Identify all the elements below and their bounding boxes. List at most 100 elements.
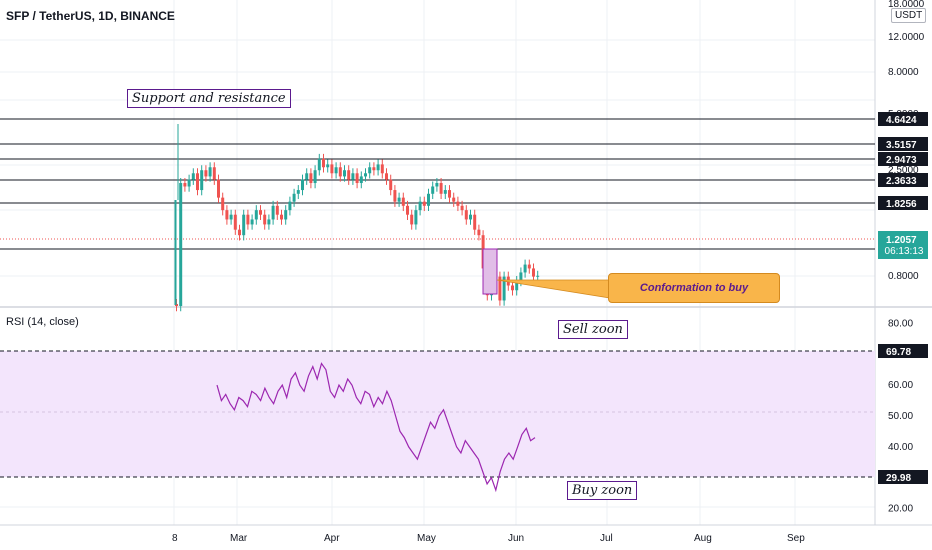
candle xyxy=(233,209,237,235)
candle xyxy=(347,165,351,185)
candle xyxy=(196,168,199,196)
sell-zone-note[interactable]: Sell zoon xyxy=(558,320,628,339)
level-label: 2.3633 xyxy=(886,176,917,187)
candle xyxy=(372,162,376,176)
candle xyxy=(523,259,527,278)
candle xyxy=(179,178,183,312)
candle xyxy=(406,200,409,220)
candle xyxy=(305,168,309,185)
candle xyxy=(288,196,292,216)
candle xyxy=(431,181,435,200)
candle xyxy=(511,280,514,296)
candle xyxy=(296,185,300,200)
conformation-callout[interactable]: Conformation to buy xyxy=(608,273,780,303)
candle xyxy=(477,224,481,241)
candle xyxy=(355,168,359,189)
candle xyxy=(322,153,325,173)
candle xyxy=(217,174,220,203)
level-badge xyxy=(878,137,928,151)
level-label: 4.6424 xyxy=(886,115,917,126)
candle xyxy=(527,259,531,274)
candle xyxy=(191,168,195,185)
candle xyxy=(389,174,393,196)
candle xyxy=(410,209,414,230)
candle xyxy=(368,162,372,179)
candle xyxy=(338,162,342,182)
candle xyxy=(439,178,443,200)
currency-badge[interactable]: USDT xyxy=(891,8,927,23)
candle xyxy=(473,209,477,235)
candle xyxy=(364,168,367,182)
candle xyxy=(238,224,241,241)
support-resistance-note[interactable]: Support and resistance xyxy=(127,89,291,108)
price-tick-label: 18.0000 xyxy=(888,0,925,10)
rsi-tick-label: 60.00 xyxy=(888,380,913,391)
candle xyxy=(385,168,388,185)
level-badge xyxy=(878,196,928,210)
rsi-line xyxy=(216,362,536,493)
conformation-box xyxy=(482,248,498,295)
candle xyxy=(452,192,456,207)
rsi-indicator-label[interactable]: RSI (14, close) xyxy=(6,316,79,328)
candle xyxy=(330,159,334,179)
rsi-tick-label: 80.00 xyxy=(888,318,913,329)
candle xyxy=(225,205,229,225)
candle xyxy=(397,192,401,207)
candle xyxy=(448,185,451,203)
candle xyxy=(275,200,279,220)
last-price-label: 1.2057 xyxy=(886,235,917,246)
candle xyxy=(229,209,233,225)
candle xyxy=(414,205,418,230)
candle xyxy=(259,205,262,220)
chart-title: SFP / TetherUS, 1D, BINANCE xyxy=(6,9,175,23)
candle xyxy=(284,205,288,225)
price-tick-label: 8.0000 xyxy=(888,67,919,78)
level-label: 3.5157 xyxy=(886,140,917,151)
candle xyxy=(309,168,313,189)
rsi-level-label: 69.78 xyxy=(886,347,911,358)
candle xyxy=(427,188,430,212)
candle xyxy=(200,165,204,196)
candle xyxy=(456,196,460,212)
rsi-level-badge xyxy=(878,344,928,358)
candle xyxy=(326,159,330,173)
level-badge xyxy=(878,112,928,126)
level-badge xyxy=(878,173,928,187)
candle xyxy=(435,178,439,192)
candle xyxy=(242,209,246,241)
x-tick-label: Aug xyxy=(694,533,712,544)
candle xyxy=(343,165,346,182)
candle xyxy=(376,159,380,176)
candle xyxy=(502,271,506,306)
candle xyxy=(263,209,267,230)
x-tick-label: May xyxy=(417,533,436,544)
level-label: 1.8256 xyxy=(886,199,917,210)
candle xyxy=(351,168,355,185)
candle xyxy=(443,185,447,200)
candle xyxy=(469,209,472,225)
rsi-tick-label: 20.00 xyxy=(888,504,913,515)
price-tick-label: 2.5000 xyxy=(888,165,919,176)
rsi-level-label: 29.98 xyxy=(886,473,911,484)
candle xyxy=(301,174,304,196)
x-tick-label: Mar xyxy=(230,533,248,544)
x-tick-label: Jul xyxy=(600,533,613,544)
last-price-badge xyxy=(878,231,928,259)
candle xyxy=(401,192,405,212)
level-badge xyxy=(878,152,928,166)
candle xyxy=(271,200,275,225)
candle xyxy=(313,165,317,189)
candle xyxy=(221,192,225,216)
x-tick-label: 8 xyxy=(172,533,178,544)
candle xyxy=(515,275,519,296)
candle xyxy=(183,178,187,192)
candle xyxy=(204,165,208,182)
candle xyxy=(246,209,250,230)
buy-zone-note[interactable]: Buy zoon xyxy=(567,481,638,500)
candle xyxy=(460,200,464,216)
x-tick-label: Sep xyxy=(787,533,805,544)
candle xyxy=(280,209,283,225)
candle xyxy=(464,205,468,225)
candle xyxy=(212,162,216,185)
